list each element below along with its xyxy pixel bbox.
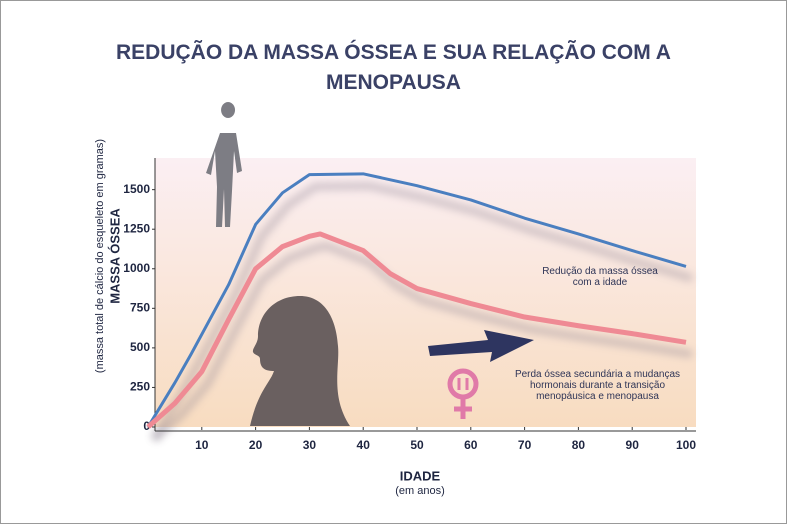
x-axis-sublabel: (em anos): [395, 485, 445, 497]
y-tick-label: 1250: [123, 221, 150, 235]
y-tick-label: 1500: [123, 182, 150, 196]
x-axis-label: IDADE: [400, 468, 441, 483]
y-tick-label: 500: [130, 340, 150, 354]
y-axis-label: MASSA ÓSSEA: [107, 208, 122, 304]
x-tick-label: 10: [195, 438, 209, 452]
x-tick-label: 100: [676, 438, 696, 452]
y-tick-label: 1000: [123, 261, 150, 275]
series-line: [146, 231, 687, 429]
x-tick-label: 50: [410, 438, 424, 452]
arrow: [428, 330, 534, 362]
x-tick-label: 90: [626, 438, 640, 452]
x-tick-label: 40: [357, 438, 371, 452]
y-tick-label: 250: [130, 380, 150, 394]
pause-icon: [457, 378, 469, 390]
chart-title: REDUÇÃO DA MASSA ÓSSEA E SUA RELAÇÃO COM…: [116, 41, 671, 94]
woman-silhouette: [250, 296, 350, 426]
x-tick-label: 60: [464, 438, 478, 452]
x-tick-label: 20: [249, 438, 263, 452]
x-tick-label: 30: [303, 438, 317, 452]
female-symbol: [454, 397, 472, 419]
line-shadow: [151, 241, 693, 442]
line-shadow: [150, 181, 694, 442]
man-silhouette: [206, 102, 242, 227]
y-axis-sublabel: (massa total de cálcio do esqueleto em g…: [94, 139, 106, 373]
y-tick-label: 750: [130, 300, 150, 314]
annotation: Perda óssea secundária a mudanças hormon…: [514, 369, 681, 402]
illustrations: [206, 102, 534, 426]
x-tick-label: 80: [572, 438, 586, 452]
x-tick-label: 70: [518, 438, 532, 452]
annotation: Redução da massa óssea com a idade: [542, 266, 658, 288]
series-line: [146, 172, 687, 428]
